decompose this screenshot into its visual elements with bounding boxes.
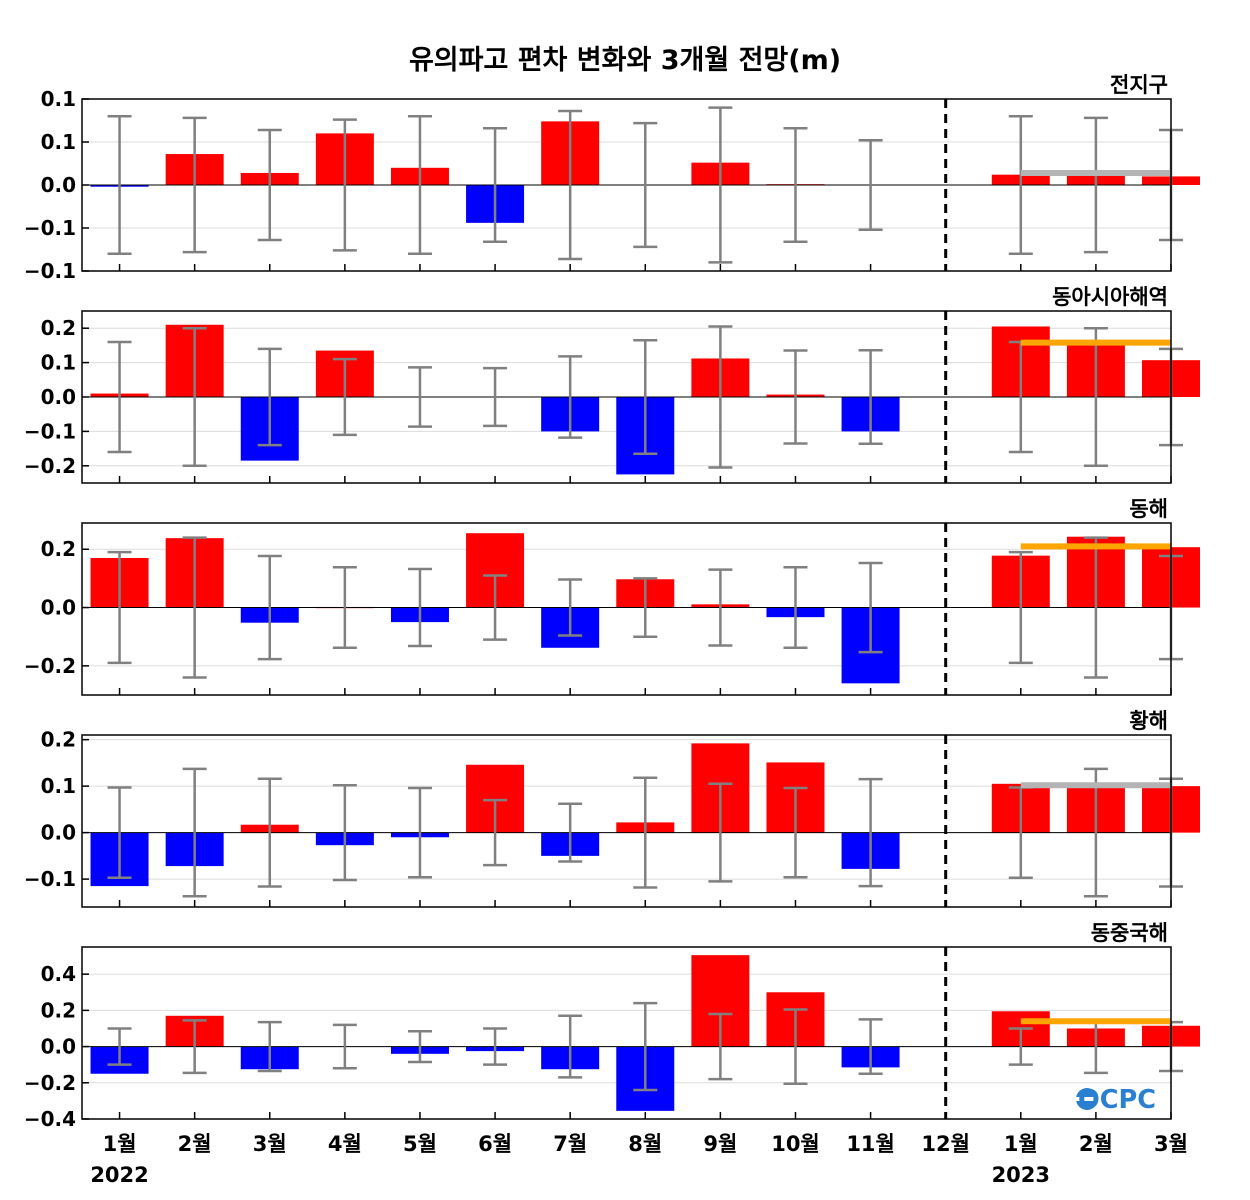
x-tick-label: 10월 bbox=[771, 1132, 820, 1156]
x-tick-label: 7월 bbox=[553, 1132, 587, 1156]
x-axis: 1월 2월 3월 4월 5월 6월 7월 8월 9월 10월 11월 12월 1월 2월 3월 2022 202… bbox=[90, 1132, 1188, 1187]
y-tick-label: −0.1 bbox=[24, 419, 76, 443]
y-tick-label: 0.0 bbox=[41, 1035, 76, 1059]
panel-4: 0.2 0.1 0.0 −0.1 황해 bbox=[24, 709, 1200, 908]
y-tick-label: −0.4 bbox=[24, 1107, 76, 1131]
x-tick-label: 1월 bbox=[103, 1132, 137, 1156]
panel-2: 0.2 0.1 0.0 −0.1 −0.2 동아시아해역 bbox=[24, 285, 1200, 484]
x-tick-label: 6월 bbox=[478, 1132, 512, 1156]
panel-3: 0.2 0.0 −0.2 동해 bbox=[24, 497, 1200, 696]
panel-1: 0.1 0.1 0.0 −0.1 −0.1 전지구 bbox=[24, 73, 1200, 283]
y-tick-label: 0.0 bbox=[41, 173, 76, 197]
y-tick-label: −0.2 bbox=[24, 654, 76, 678]
y-tick-label: 0.1 bbox=[41, 130, 76, 154]
y-tick-label: 0.2 bbox=[41, 728, 76, 752]
x-tick-label: 9월 bbox=[703, 1132, 737, 1156]
x-tick-label: 12월 bbox=[921, 1132, 970, 1156]
x-tick-label: 2월 bbox=[1079, 1132, 1113, 1156]
x-tick-label: 2월 bbox=[178, 1132, 212, 1156]
y-tick-label: 0.1 bbox=[41, 351, 76, 375]
chart-panels: 0.1 0.1 0.0 −0.1 −0.1 전지구 0.2 0.1 0.0 −0.1 −0.2 동아시… bbox=[24, 73, 1200, 1131]
y-tick-label: 0.4 bbox=[41, 962, 76, 986]
y-tick-label: 0.2 bbox=[41, 316, 76, 340]
y-tick-label: 0.2 bbox=[41, 998, 76, 1022]
x-tick-label: 3월 bbox=[1154, 1132, 1188, 1156]
y-tick-label: 0.0 bbox=[41, 821, 76, 845]
panel-frame bbox=[81, 522, 1172, 696]
panel-title: 동해 bbox=[1129, 497, 1168, 521]
y-tick-label: −0.2 bbox=[24, 1071, 76, 1095]
y-tick-label: 0.1 bbox=[41, 774, 76, 798]
year-label: 2023 bbox=[992, 1163, 1050, 1187]
y-tick-label: −0.1 bbox=[24, 259, 76, 283]
y-tick-label: 0.2 bbox=[41, 537, 76, 561]
ocpc-logo: OCPC bbox=[1074, 1085, 1156, 1115]
x-tick-label: 5월 bbox=[403, 1132, 437, 1156]
y-tick-label: 0.1 bbox=[41, 87, 76, 111]
y-tick-label: −0.1 bbox=[24, 867, 76, 891]
panel-title: 동중국해 bbox=[1091, 921, 1168, 945]
panel-frame bbox=[81, 946, 1172, 1120]
panel-5: 0.4 0.2 0.0 −0.2 −0.4 동중국해 bbox=[24, 921, 1200, 1131]
y-tick-label: −0.1 bbox=[24, 216, 76, 240]
panel-title: 전지구 bbox=[1110, 73, 1168, 97]
x-tick-label: 1월 bbox=[1004, 1132, 1038, 1156]
y-tick-label: 0.0 bbox=[41, 385, 76, 409]
x-tick-label: 8월 bbox=[628, 1132, 662, 1156]
panel-title: 황해 bbox=[1129, 709, 1168, 733]
logo-globe-band bbox=[1074, 1097, 1100, 1101]
y-tick-label: −0.2 bbox=[24, 454, 76, 478]
year-label: 2022 bbox=[90, 1163, 148, 1187]
x-tick-label: 3월 bbox=[253, 1132, 287, 1156]
panel-title: 동아시아해역 bbox=[1052, 285, 1168, 309]
x-tick-label: 11월 bbox=[846, 1132, 895, 1156]
chart-title: 유의파고 편차 변화와 3개월 전망(m) bbox=[409, 45, 841, 76]
y-tick-label: 0.0 bbox=[41, 596, 76, 620]
x-tick-label: 4월 bbox=[328, 1132, 362, 1156]
logo-text: OCPC bbox=[1078, 1085, 1156, 1115]
panel-frame bbox=[81, 734, 1172, 908]
